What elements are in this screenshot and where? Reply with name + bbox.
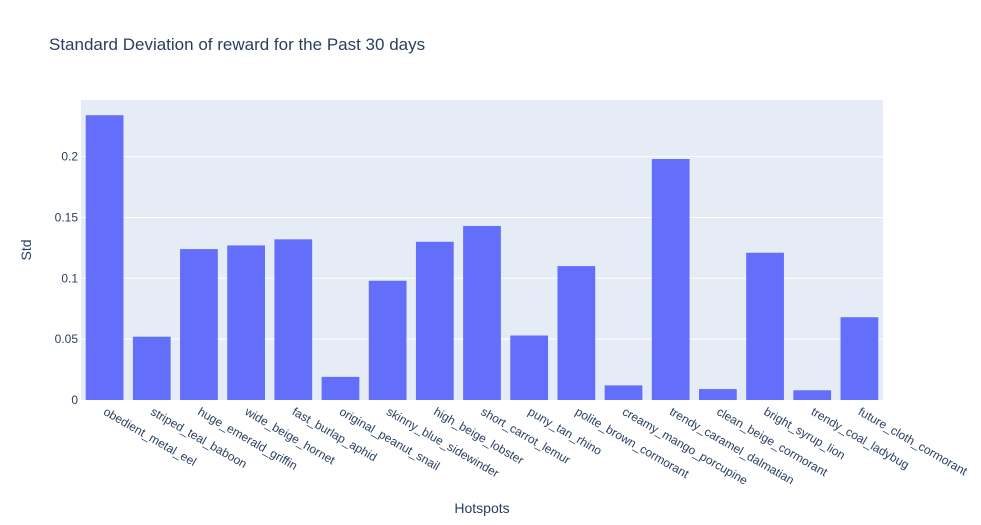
bar-wide-beige-hornet[interactable] — [227, 245, 265, 400]
bar-obedient-metal-eel[interactable] — [85, 115, 124, 400]
bar-polite-brown-cormorant[interactable] — [557, 266, 596, 400]
y-tick-label: 0.15 — [55, 210, 79, 224]
y-tick-label: 0.05 — [55, 332, 79, 346]
bar-striped-teal-baboon[interactable] — [132, 336, 171, 400]
bar-puny-tan-rhino[interactable] — [510, 335, 549, 400]
x-axis-ticks: obedient_metal_eelstriped_teal_baboonhug… — [101, 404, 970, 488]
bar-creamy-mango-porcupine[interactable] — [604, 385, 643, 400]
bar-future-cloth-cormorant[interactable] — [840, 317, 879, 400]
y-tick-label: 0.2 — [61, 150, 78, 164]
y-tick-label: 0.1 — [61, 271, 78, 285]
bar-original-peanut-snail[interactable] — [321, 376, 360, 400]
y-tick-label: 0 — [71, 393, 78, 407]
bar-bright-syrup-lion[interactable] — [746, 252, 784, 400]
bar-skinny-blue-sidewinder[interactable] — [368, 280, 407, 400]
bar-high-beige-lobster[interactable] — [415, 241, 454, 400]
bars — [85, 115, 879, 400]
bar-fast-burlap-aphid[interactable] — [274, 239, 313, 400]
bar-clean-beige-cormorant[interactable] — [699, 389, 737, 400]
bar-huge-emerald-griffin[interactable] — [180, 249, 218, 400]
bar-trendy-coal-ladybug[interactable] — [793, 390, 832, 400]
y-axis-ticks: 0 0.05 0.1 0.15 0.2 — [55, 150, 79, 407]
bar-short-carrot-lemur[interactable] — [463, 225, 501, 400]
y-axis-title: Std — [18, 239, 34, 260]
chart-title: Standard Deviation of reward for the Pas… — [49, 35, 425, 54]
bar-trendy-caramel-dalmatian[interactable] — [651, 159, 690, 400]
x-axis-title: Hotspots — [454, 500, 509, 516]
